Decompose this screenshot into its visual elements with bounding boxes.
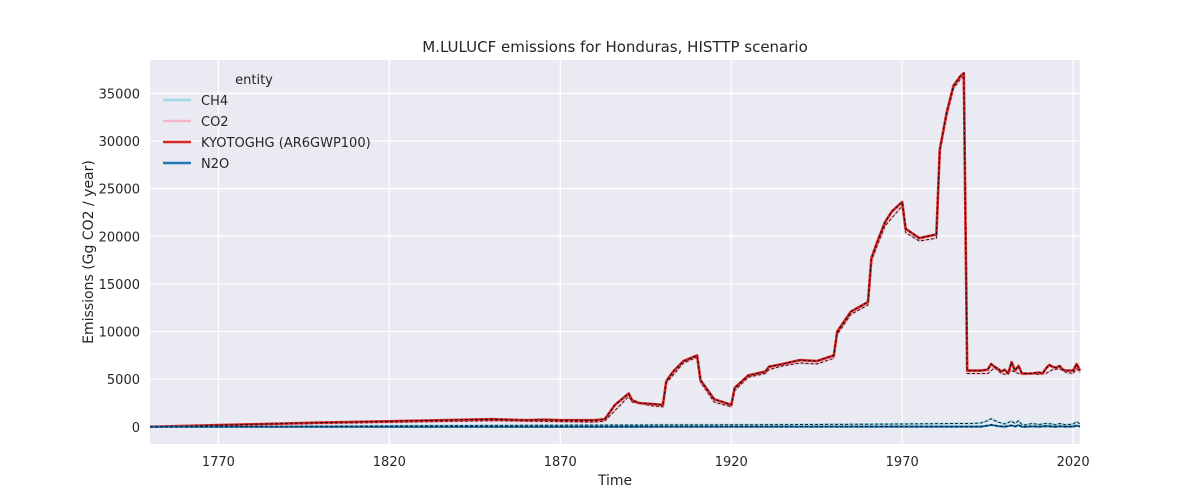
legend-title: entity — [235, 73, 273, 88]
series-overlay-dashed — [150, 424, 1081, 428]
x-tick-label: 1870 — [544, 455, 577, 470]
chart-title: M.LULUCF emissions for Honduras, HISTTP … — [422, 38, 808, 56]
x-tick-label: 1970 — [886, 455, 919, 470]
grid-lines — [150, 60, 1080, 444]
y-tick-label: 20000 — [99, 230, 140, 245]
x-tick-label: 2020 — [1057, 455, 1090, 470]
x-axis-title: Time — [597, 473, 632, 489]
y-tick-label: 35000 — [99, 87, 140, 102]
x-tick-label: 1920 — [715, 455, 748, 470]
tick-labels: 1770 1820 1870 1920 1970 2020 0 5000 10000 15000 2… — [99, 87, 1090, 470]
legend-label: CO2 — [201, 115, 229, 130]
y-tick-label: 30000 — [99, 135, 140, 150]
y-axis-title: Emissions (Gg CO2 / year) — [81, 160, 97, 344]
x-tick-label: 1820 — [373, 455, 406, 470]
y-tick-label: 25000 — [99, 183, 140, 198]
legend: entity CH4 CO2 KYOTOGHG (AR6GWP100) N2O — [163, 73, 371, 172]
data-lines — [149, 72, 1082, 429]
plot-background — [150, 60, 1080, 444]
y-tick-label: 15000 — [99, 278, 140, 293]
y-tick-label: 10000 — [99, 326, 140, 341]
series-line-kyotoghg-ar6gwp100 — [149, 72, 1082, 429]
y-tick-label: 0 — [132, 421, 140, 436]
x-tick-label: 1770 — [202, 455, 235, 470]
legend-label: CH4 — [201, 94, 228, 109]
legend-label: N2O — [201, 157, 229, 172]
legend-label: KYOTOGHG (AR6GWP100) — [201, 136, 371, 151]
y-tick-label: 5000 — [107, 373, 140, 388]
series-overlay-dashed — [149, 418, 1081, 428]
